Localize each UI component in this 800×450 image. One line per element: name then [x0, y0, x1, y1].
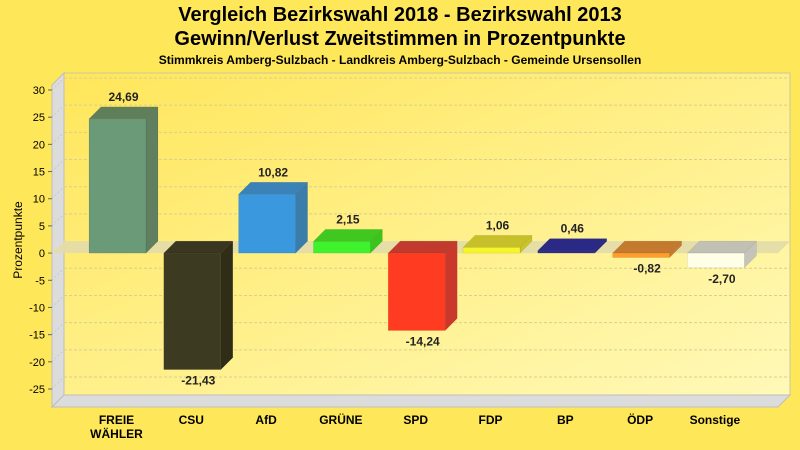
data-label: -21,43 [181, 374, 215, 388]
bar [88, 106, 159, 254]
y-tick-label: 15 [33, 167, 45, 179]
x-tick-label: WÄHLER [90, 426, 143, 441]
y-axis-label: Prozentpunkte [11, 201, 25, 279]
gridline-wall [51, 322, 65, 335]
data-label: -0,82 [633, 262, 661, 276]
bar-top [611, 240, 683, 254]
bar-front [462, 247, 521, 254]
bar-front [612, 252, 670, 258]
gridline-wall [51, 349, 65, 363]
gridline-wall [51, 295, 65, 308]
bar-top [387, 240, 458, 254]
y-tick-label: -10 [29, 302, 45, 314]
bar-top [537, 238, 608, 251]
bar-front [163, 252, 222, 370]
x-tick-label: CSU [179, 413, 204, 427]
gridline-wall [51, 186, 65, 200]
x-tick-label: FDP [479, 413, 503, 427]
plot-floor [50, 394, 792, 408]
bar-front [88, 118, 147, 254]
x-tick-label: AfD [255, 413, 277, 427]
bar-side [145, 106, 159, 254]
gridline-wall [51, 267, 65, 281]
bar-top [237, 182, 309, 195]
bar-front [313, 241, 371, 254]
x-tick-label: GRÜNE [319, 412, 362, 427]
x-tick-label: FREIE [99, 413, 134, 427]
chart-title: Vergleich Bezirkswahl 2018 - Bezirkswahl… [178, 4, 622, 26]
data-label: 0,46 [561, 222, 585, 236]
y-tick-label: -5 [35, 275, 45, 287]
y-tick-label: -25 [29, 384, 45, 396]
data-label: 24,69 [108, 90, 138, 104]
bar-top [88, 106, 159, 120]
bar [237, 181, 309, 254]
y-tick-label: 5 [39, 221, 45, 233]
gridline-wall [51, 159, 65, 172]
bar-front [238, 194, 296, 254]
bar-front [687, 252, 745, 269]
gridline-wall [51, 104, 65, 118]
x-tick-label: ÖDP [627, 412, 653, 427]
bar-side [295, 181, 308, 254]
y-tick-label: 25 [33, 112, 45, 124]
gridline-wall [51, 376, 65, 390]
x-tick-label: BP [557, 413, 574, 427]
bar-front [387, 252, 446, 331]
bar [387, 240, 458, 332]
bar [611, 240, 683, 259]
bar-top [163, 240, 234, 254]
plot-left-wall [51, 71, 65, 409]
y-tick-label: 10 [33, 194, 45, 206]
bar-side [444, 240, 458, 332]
bar [163, 240, 234, 371]
bar [537, 237, 608, 254]
y-tick-label: -20 [29, 357, 45, 369]
x-tick-label: SPD [403, 413, 428, 427]
bar-top [312, 229, 384, 242]
data-label: 2,15 [336, 212, 360, 226]
data-label: -14,24 [406, 335, 440, 349]
y-tick-label: 0 [39, 248, 45, 260]
data-label: 10,82 [258, 165, 288, 179]
bar-front [537, 250, 596, 254]
y-tick-label: 20 [33, 139, 45, 151]
data-label: -2,70 [708, 272, 736, 286]
y-tick-label: 30 [33, 85, 45, 97]
bar [462, 234, 533, 254]
bar-top [462, 235, 533, 248]
chart-region-subtitle: Stimmkreis Amberg-Sulzbach - Landkreis A… [158, 53, 642, 67]
x-tick-label: Sonstige [690, 413, 741, 427]
bar [312, 228, 384, 254]
bar-top [686, 240, 758, 254]
y-tick-label: -15 [29, 330, 45, 342]
data-label: 1,06 [486, 218, 510, 232]
chart-subtitle: Gewinn/Verlust Zweitstimmen in Prozentpu… [174, 28, 626, 50]
bar [686, 240, 758, 269]
bar-side [220, 240, 234, 371]
gridline-wall [51, 213, 65, 227]
gridline-wall [51, 132, 65, 145]
gridline-wall [51, 77, 65, 91]
